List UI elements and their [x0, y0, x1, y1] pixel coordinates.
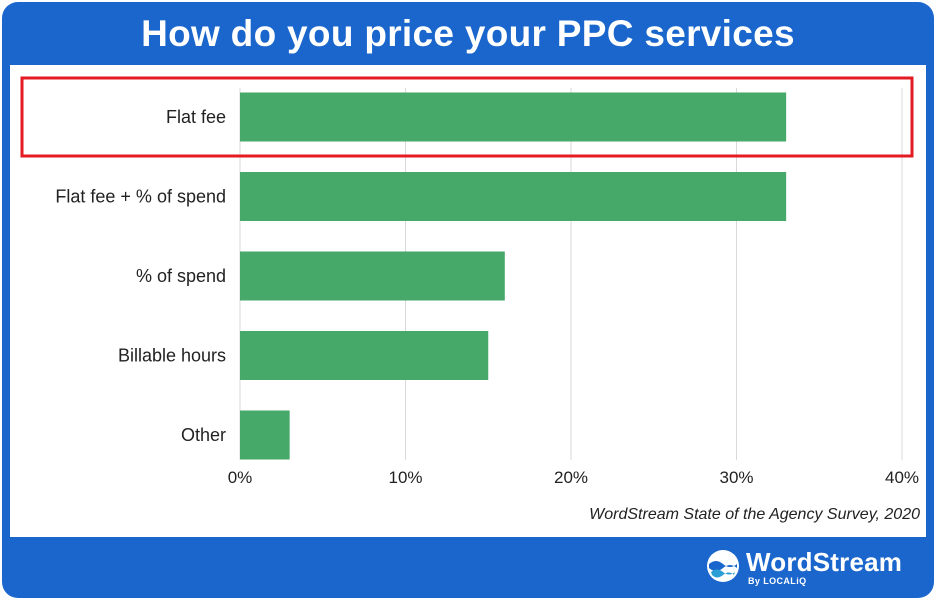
chart-title: How do you price your PPC services — [141, 13, 795, 54]
category-label: Flat fee — [166, 107, 226, 127]
frame-right-edge — [926, 60, 934, 540]
bar-chart: Flat fee Flat fee + % of spend % of spend B… — [20, 76, 919, 487]
x-tick-label: 30% — [719, 468, 753, 487]
x-axis-tick-labels: 0% 10% 20% 30% 40% — [228, 468, 919, 487]
title-band — [2, 2, 934, 65]
wordstream-wave-icon — [707, 550, 739, 582]
x-tick-label: 10% — [388, 468, 422, 487]
bar — [240, 410, 290, 460]
brand-sub: By LOCALiQ — [748, 576, 807, 586]
frame-left-edge — [2, 60, 10, 540]
brand-logo: WordStream By LOCALiQ — [706, 544, 921, 594]
bar — [240, 331, 489, 380]
category-label: Flat fee + % of spend — [55, 187, 226, 207]
brand-name: WordStream — [746, 547, 903, 577]
bars — [240, 92, 787, 460]
category-label: % of spend — [136, 266, 226, 286]
category-label: Billable hours — [118, 346, 226, 366]
x-tick-label: 20% — [554, 468, 588, 487]
bar — [240, 251, 505, 301]
category-label: Other — [181, 425, 226, 445]
x-tick-label: 0% — [228, 468, 253, 487]
bar — [240, 172, 787, 221]
bar — [240, 92, 787, 142]
footer-band — [2, 537, 934, 598]
x-tick-label: 40% — [885, 468, 919, 487]
highlight-box — [20, 76, 914, 158]
source-note: WordStream State of the Agency Survey, 2… — [589, 506, 920, 523]
category-labels: Flat fee Flat fee + % of spend % of spend B… — [55, 107, 226, 445]
